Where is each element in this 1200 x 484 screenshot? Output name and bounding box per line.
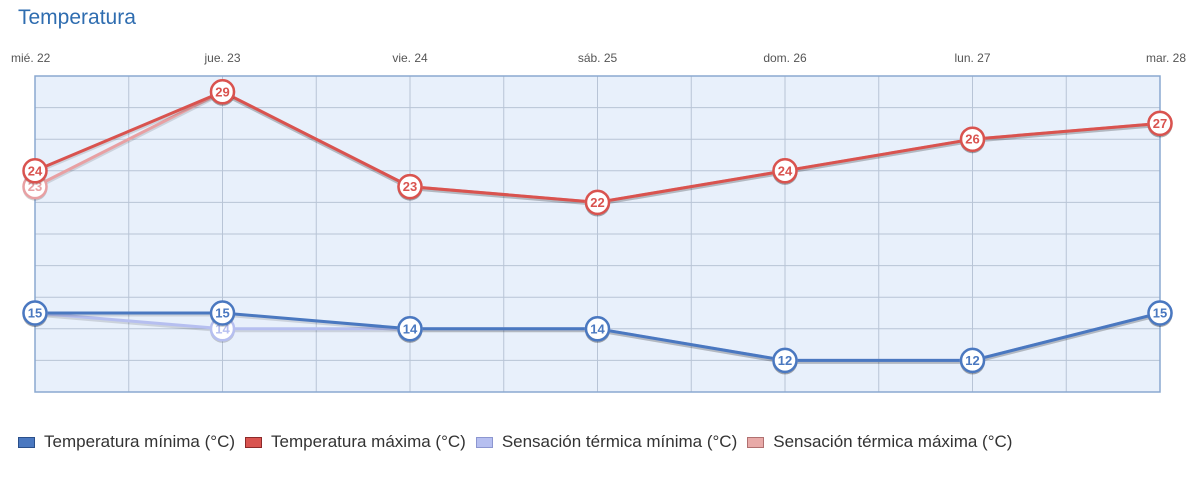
data-label: 15 — [215, 306, 229, 321]
x-tick-label: sáb. 25 — [578, 51, 618, 65]
data-label: 23 — [403, 179, 417, 194]
chart-title: Temperatura — [18, 6, 136, 29]
data-point — [1147, 110, 1173, 137]
chart-legend: Temperatura mínima (°C) Temperatura máxim… — [18, 432, 1022, 452]
data-point — [397, 173, 423, 200]
x-tick-label: mar. 28 — [1146, 51, 1186, 65]
data-point — [22, 158, 48, 184]
data-point — [772, 347, 798, 374]
legend-item[interactable]: Temperatura máxima (°C) — [245, 432, 466, 452]
data-label: 24 — [28, 163, 43, 178]
legend-swatch — [18, 436, 35, 448]
x-tick-label: vie. 24 — [392, 51, 428, 65]
legend-item[interactable]: Sensación térmica máxima (°C) — [747, 432, 1012, 452]
legend-label: Temperatura mínima (°C) — [44, 432, 236, 451]
x-tick-label: dom. 26 — [763, 51, 807, 65]
data-point — [22, 300, 48, 326]
plot-border — [34, 75, 1161, 393]
data-label: 15 — [1153, 306, 1167, 321]
data-label: 14 — [403, 321, 418, 336]
legend-item[interactable]: Sensación térmica mínima (°C) — [475, 432, 738, 452]
data-label: 15 — [28, 306, 42, 321]
data-point — [209, 300, 236, 326]
legend-label: Temperatura máxima (°C) — [271, 432, 466, 451]
data-point — [959, 126, 986, 152]
data-point — [584, 189, 611, 216]
data-point — [397, 316, 423, 342]
legend-swatch — [475, 436, 493, 448]
legend-swatch — [245, 436, 263, 448]
data-point — [584, 316, 611, 342]
legend-label: Sensación térmica mínima (°C) — [501, 432, 738, 451]
legend-item[interactable]: Temperatura mínima (°C) — [18, 432, 235, 452]
data-label: 12 — [778, 353, 792, 368]
legend-swatch — [747, 436, 765, 448]
x-tick-label: mié. 22 — [11, 51, 51, 65]
data-point — [209, 79, 236, 105]
data-label: 22 — [590, 195, 604, 210]
data-label: 29 — [215, 84, 229, 99]
data-label: 12 — [965, 353, 979, 368]
legend-label: Sensación térmica máxima (°C) — [773, 432, 1013, 451]
data-label: 14 — [590, 321, 605, 336]
data-point — [959, 347, 986, 374]
data-label: 27 — [1153, 116, 1167, 131]
data-label: 24 — [778, 163, 793, 178]
data-point — [1147, 300, 1173, 326]
data-label: 26 — [965, 132, 979, 147]
x-tick-label: lun. 27 — [954, 51, 990, 65]
x-tick-label: jue. 23 — [203, 51, 240, 65]
data-point — [772, 158, 798, 184]
